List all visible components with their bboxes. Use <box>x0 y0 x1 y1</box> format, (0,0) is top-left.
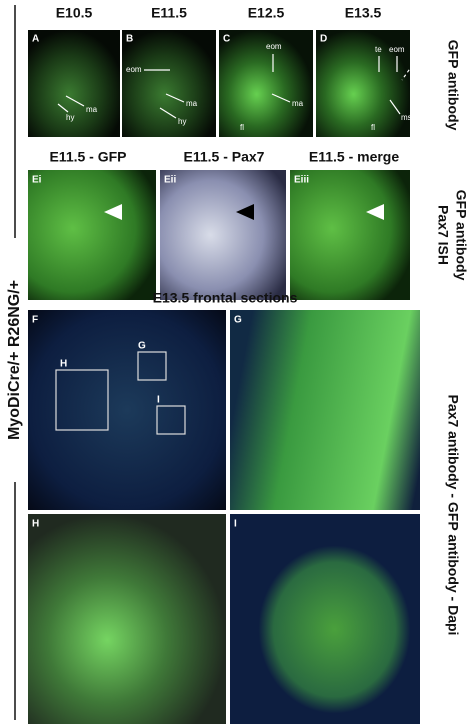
image-panel <box>230 514 420 724</box>
image-panel <box>28 310 226 510</box>
arrow <box>165 93 185 103</box>
panel-letter: G <box>234 315 242 326</box>
arrow <box>159 107 177 119</box>
plane-line <box>401 59 417 81</box>
row-label: Pax7 antibody - GFP antibody - Dapi <box>445 395 461 636</box>
panel-letter: H <box>32 519 39 530</box>
side-label: MyoDiCre/+ R26NG/+ <box>6 280 23 440</box>
image-panel <box>28 30 120 137</box>
annotation: fl <box>240 123 244 132</box>
annotation: eom <box>389 45 405 54</box>
panel-letter: Ei <box>32 175 42 186</box>
annotation: ma <box>86 105 98 114</box>
inset-box <box>156 405 186 435</box>
arrow <box>389 99 401 115</box>
panel-letter: F <box>32 315 38 326</box>
panel-letter: B <box>126 34 133 45</box>
panel-title: E11.5 - merge <box>309 149 399 165</box>
annotation: ma <box>186 99 198 108</box>
row-label: Pax7 ISH <box>435 205 451 265</box>
annotation: hy <box>66 113 74 122</box>
panel-title: E11.5 - GFP <box>49 149 126 165</box>
row-label: GFP antibody <box>453 190 469 281</box>
arrow <box>271 93 291 103</box>
image-panel <box>230 310 420 510</box>
annotation: ms <box>401 113 412 122</box>
image-panel <box>316 30 410 137</box>
inset-box <box>137 351 167 381</box>
panel-title: E11.5 - Pax7 <box>184 149 265 165</box>
stage: E11.5 <box>151 5 187 21</box>
inset-label: I <box>157 395 160 406</box>
inset-label: H <box>60 359 67 370</box>
panel-letter: Eiii <box>294 175 309 186</box>
arrow <box>57 103 69 113</box>
inset-box <box>55 369 109 431</box>
panel-letter: Eii <box>164 175 176 186</box>
image-panel <box>290 170 410 300</box>
panel-letter: C <box>223 34 230 45</box>
row-label: GFP antibody <box>445 40 461 131</box>
inset-label: G <box>138 341 146 352</box>
annotation: hy <box>178 117 186 126</box>
image-panel <box>160 170 286 300</box>
annotation: te <box>375 45 382 54</box>
annotation: eom <box>266 42 282 51</box>
image-panel <box>122 30 216 137</box>
stage: E12.5 <box>248 5 285 21</box>
stage: E10.5 <box>56 5 93 21</box>
panel-letter: I <box>234 519 237 530</box>
arrowhead <box>104 204 122 220</box>
panel-letter: A <box>32 34 39 45</box>
annotation: eom <box>126 65 142 74</box>
image-panel <box>219 30 313 137</box>
image-panel <box>28 514 226 724</box>
stage: E13.5 <box>345 5 382 21</box>
panel-letter: D <box>320 34 327 45</box>
annotation: fl <box>371 123 375 132</box>
section-title: E13.5 frontal sections <box>153 290 298 306</box>
arrowhead <box>366 204 384 220</box>
image-panel <box>28 170 156 300</box>
arrow <box>65 95 85 107</box>
annotation: ma <box>292 99 304 108</box>
arrowhead <box>236 204 254 220</box>
